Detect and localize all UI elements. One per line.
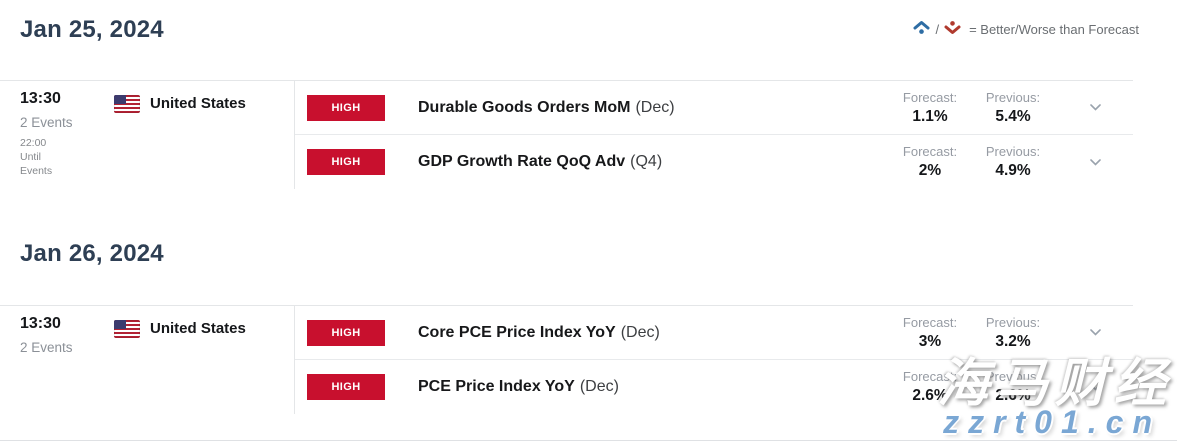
us-flag-icon <box>114 95 140 113</box>
flag-canton <box>114 320 126 329</box>
previous-stat: Previous: 2.6% <box>971 369 1055 405</box>
event-row-pce[interactable]: HIGH PCE Price Index YoY (Dec) Forecast: … <box>295 360 1133 414</box>
importance-badge: HIGH <box>307 319 385 346</box>
event-period: (Q4) <box>630 153 663 170</box>
event-period: (Dec) <box>579 378 619 395</box>
previous-label: Previous: <box>985 369 1041 384</box>
importance-badge: HIGH <box>307 374 385 400</box>
event-rows: HIGH Core PCE Price Index YoY (Dec) Forec… <box>295 306 1133 414</box>
legend-text: = Better/Worse than Forecast <box>969 21 1139 37</box>
event-title: Durable Goods Orders MoM <box>418 98 631 116</box>
previous-label: Previous: <box>985 89 1041 105</box>
forecast-label: Forecast: <box>902 314 958 330</box>
event-title-wrap: PCE Price Index YoY (Dec) <box>418 378 619 396</box>
previous-stat: Previous: 3.2% <box>971 315 1055 351</box>
event-row-core-pce[interactable]: HIGH Core PCE Price Index YoY (Dec) Forec… <box>295 306 1133 360</box>
previous-stat: Previous: 5.4% <box>971 90 1055 126</box>
forecast-stat: Forecast: 2.6% <box>888 369 972 405</box>
forecast-value: 2% <box>918 162 942 179</box>
expand-chevron-icon[interactable] <box>1083 152 1107 172</box>
forecast-stat: Forecast: 3% <box>888 315 972 351</box>
event-title-wrap: Core PCE Price Index YoY (Dec) <box>418 324 660 342</box>
event-title: PCE Price Index YoY <box>418 378 575 395</box>
forecast-stat: Forecast: 1.1% <box>888 90 972 126</box>
date-heading-jan-25: Jan 25, 2024 <box>20 16 164 43</box>
countdown-word-until: Until <box>20 151 42 163</box>
bottom-divider <box>0 440 1177 441</box>
event-group-jan-26: 13:30 2 Events United States HIGH Core P… <box>0 305 1133 414</box>
expand-chevron-icon[interactable] <box>1083 377 1107 397</box>
expand-chevron-icon[interactable] <box>1083 98 1107 118</box>
forecast-label: Forecast: <box>902 89 958 105</box>
us-flag-icon <box>114 320 140 338</box>
event-title: Core PCE Price Index YoY <box>418 323 616 341</box>
importance-badge: HIGH <box>307 149 385 175</box>
previous-value: 4.9% <box>995 162 1031 179</box>
legend-separator: / <box>935 21 940 37</box>
forecast-label: Forecast: <box>902 369 958 384</box>
event-title-wrap: GDP Growth Rate QoQ Adv (Q4) <box>418 153 662 171</box>
event-row-durable-goods[interactable]: HIGH Durable Goods Orders MoM (Dec) Forec… <box>295 81 1133 135</box>
event-period: (Dec) <box>620 323 660 341</box>
countdown-time: 22:00 <box>20 137 47 149</box>
previous-value: 5.4% <box>995 107 1031 125</box>
event-title: GDP Growth Rate QoQ Adv <box>418 153 626 170</box>
event-row-gdp-growth[interactable]: HIGH GDP Growth Rate QoQ Adv (Q4) Forecas… <box>295 135 1133 189</box>
country-name: United States <box>150 95 246 112</box>
event-time: 13:30 <box>20 315 61 332</box>
importance-badge: HIGH <box>307 94 385 121</box>
previous-value: 2.6% <box>995 387 1031 404</box>
previous-label: Previous: <box>985 314 1041 330</box>
countdown-word-events: Events <box>20 165 53 177</box>
forecast-label: Forecast: <box>902 144 958 159</box>
previous-value: 3.2% <box>995 332 1031 350</box>
event-count: 2 Events <box>20 340 73 355</box>
time-country-cell: 13:30 2 Events United States <box>0 306 295 414</box>
event-time: 13:30 <box>20 90 61 107</box>
country-name: United States <box>150 320 246 337</box>
countdown-until-events: 22:00 Until Events <box>20 136 52 178</box>
date-heading-jan-26: Jan 26, 2024 <box>20 240 164 267</box>
forecast-value: 2.6% <box>912 387 948 404</box>
event-rows: HIGH Durable Goods Orders MoM (Dec) Forec… <box>295 81 1133 189</box>
event-count: 2 Events <box>20 115 73 130</box>
forecast-value: 3% <box>918 332 942 350</box>
forecast-legend: / = Better/Worse than Forecast <box>913 20 1139 38</box>
event-title-wrap: Durable Goods Orders MoM (Dec) <box>418 99 675 117</box>
flag-canton <box>114 95 126 104</box>
expand-chevron-icon[interactable] <box>1083 323 1107 343</box>
forecast-stat: Forecast: 2% <box>888 144 972 180</box>
better-than-forecast-icon <box>913 20 930 38</box>
previous-stat: Previous: 4.9% <box>971 144 1055 180</box>
event-group-jan-25: 13:30 2 Events 22:00 Until Events United… <box>0 80 1133 189</box>
time-country-cell: 13:30 2 Events 22:00 Until Events United… <box>0 81 295 189</box>
event-period: (Dec) <box>635 98 675 116</box>
forecast-value: 1.1% <box>912 107 948 125</box>
previous-label: Previous: <box>985 144 1041 159</box>
worse-than-forecast-icon <box>944 20 961 38</box>
